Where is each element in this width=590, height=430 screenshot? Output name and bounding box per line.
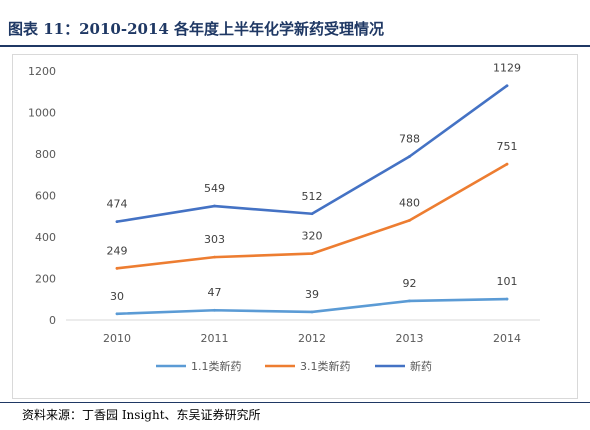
x-tick-label: 2011 xyxy=(201,332,229,345)
y-tick-label: 200 xyxy=(35,273,56,286)
data-label: 249 xyxy=(107,244,128,257)
title-rule xyxy=(0,45,590,47)
data-point xyxy=(213,308,216,312)
x-tick-label: 2014 xyxy=(493,332,521,345)
source-rule xyxy=(0,402,590,403)
y-tick-label: 1200 xyxy=(28,65,56,78)
y-tick-label: 1000 xyxy=(28,107,56,120)
legend: 1.1类新药 3.1类新药 新药 xyxy=(156,359,432,373)
x-tick-label: 2012 xyxy=(298,332,326,345)
data-point xyxy=(115,312,119,316)
data-point xyxy=(213,255,216,259)
x-tick-label: 2013 xyxy=(396,332,424,345)
data-label: 303 xyxy=(204,233,225,246)
data-point xyxy=(213,204,216,208)
series-layer xyxy=(115,84,509,316)
data-point xyxy=(408,155,411,158)
data-point xyxy=(115,220,119,224)
data-label: 480 xyxy=(399,196,420,209)
data-point xyxy=(505,84,509,88)
data-label: 788 xyxy=(399,132,420,145)
data-label: 92 xyxy=(403,277,417,290)
y-tick-label: 0 xyxy=(49,314,56,327)
data-label: 101 xyxy=(497,275,518,288)
y-tick-label: 600 xyxy=(35,190,56,203)
data-point xyxy=(505,162,509,166)
data-label: 549 xyxy=(204,182,225,195)
source-note: 资料来源：丁香园 Insight、东吴证券研究所 xyxy=(22,408,261,422)
data-label: 320 xyxy=(302,230,323,243)
y-axis: 0 200 400 600 800 1000 1200 xyxy=(28,65,56,327)
data-point xyxy=(310,212,314,216)
legend-label: 1.1类新药 xyxy=(191,359,242,373)
y-tick-label: 400 xyxy=(35,231,56,244)
y-tick-label: 800 xyxy=(35,148,56,161)
data-label: 47 xyxy=(208,286,222,299)
data-point xyxy=(115,266,119,270)
x-axis: 2010 2011 2012 2013 2014 xyxy=(66,319,540,345)
data-point xyxy=(505,297,509,301)
data-point xyxy=(310,310,314,314)
data-point xyxy=(408,299,411,303)
data-point xyxy=(408,219,411,222)
x-tick-label: 2010 xyxy=(103,332,131,345)
data-labels: 30 47 39 92 101 249 303 320 480 751 474 549 512 788 11… xyxy=(107,62,522,303)
data-label: 30 xyxy=(110,290,124,303)
data-point xyxy=(310,252,314,256)
data-label: 751 xyxy=(497,140,518,153)
legend-label: 3.1类新药 xyxy=(300,359,351,373)
legend-label: 新药 xyxy=(410,359,432,373)
data-label: 474 xyxy=(107,198,128,211)
data-label: 512 xyxy=(302,190,323,203)
chart-frame xyxy=(12,54,578,399)
data-label: 39 xyxy=(305,288,319,301)
data-label: 1129 xyxy=(493,62,521,75)
figure-title: 图表 11：2010-2014 各年度上半年化学新药受理情况 xyxy=(8,20,385,38)
